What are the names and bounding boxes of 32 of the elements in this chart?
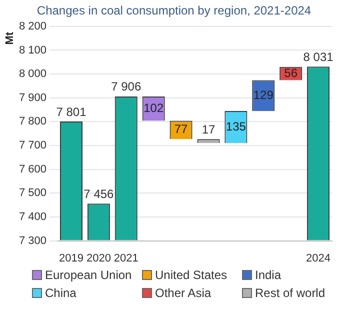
legend-label: China [45,286,76,300]
y-axis-title: Mt [4,32,16,45]
legend-label: United States [155,268,228,282]
data-label: 77 [174,122,188,136]
legend-label: Other Asia [155,286,212,300]
data-label: 129 [253,88,274,102]
legend-label: India [255,268,282,282]
y-tick-label: 8 200 [18,20,47,32]
x-tick-label: 2024 [306,252,331,264]
legend-label: Rest of world [255,286,326,300]
x-tick-label: 2019 [59,252,84,264]
chart-title: Changes in coal consumption by region, 2021-2024 [36,4,312,18]
y-tick-label: 7 500 [18,187,47,200]
y-tick-label: 7 600 [18,163,47,176]
y-tick-label: 8 000 [18,68,47,80]
y-tick-label: 7 900 [18,92,47,104]
y-tick-label: 8 100 [18,44,47,56]
x-tick-label: 2020 [86,252,111,264]
data-label: 56 [284,66,298,80]
legend-label: European Union [45,268,132,282]
y-tick-label: 7 400 [18,211,47,224]
data-label: 7 801 [56,104,87,119]
data-label: 17 [202,122,216,136]
data-label: 102 [144,100,164,115]
data-label: 7 906 [111,80,142,94]
y-tick-label: 7 300 [18,234,47,247]
data-label: 135 [226,119,246,134]
y-tick-label: 7 800 [18,116,47,128]
data-label: 8 031 [303,50,334,64]
x-tick-label: 2021 [114,252,138,264]
data-label: 7 456 [84,186,114,201]
y-tick-label: 7 700 [18,140,47,152]
